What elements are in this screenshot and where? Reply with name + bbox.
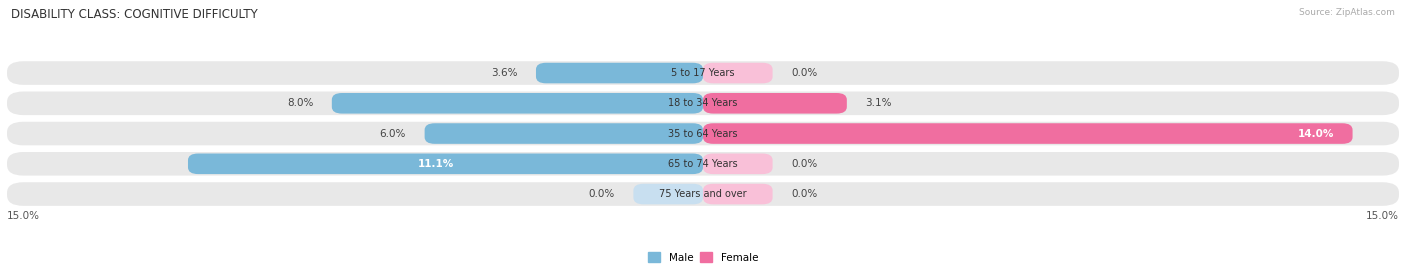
Text: 0.0%: 0.0%: [589, 189, 614, 199]
Text: 15.0%: 15.0%: [7, 211, 39, 221]
Legend: Male, Female: Male, Female: [648, 252, 758, 263]
Text: 3.6%: 3.6%: [491, 68, 517, 78]
FancyBboxPatch shape: [332, 93, 703, 114]
FancyBboxPatch shape: [7, 91, 1399, 115]
FancyBboxPatch shape: [703, 63, 773, 83]
FancyBboxPatch shape: [188, 154, 703, 174]
Text: 5 to 17 Years: 5 to 17 Years: [671, 68, 735, 78]
FancyBboxPatch shape: [7, 152, 1399, 176]
Text: 14.0%: 14.0%: [1298, 129, 1334, 139]
Text: 15.0%: 15.0%: [1367, 211, 1399, 221]
Text: 0.0%: 0.0%: [792, 159, 817, 169]
Text: 0.0%: 0.0%: [792, 189, 817, 199]
FancyBboxPatch shape: [633, 184, 703, 204]
FancyBboxPatch shape: [703, 184, 773, 204]
Text: 35 to 64 Years: 35 to 64 Years: [668, 129, 738, 139]
FancyBboxPatch shape: [703, 93, 846, 114]
FancyBboxPatch shape: [7, 182, 1399, 206]
Text: 0.0%: 0.0%: [792, 68, 817, 78]
Text: 18 to 34 Years: 18 to 34 Years: [668, 98, 738, 108]
FancyBboxPatch shape: [703, 123, 1353, 144]
FancyBboxPatch shape: [425, 123, 703, 144]
FancyBboxPatch shape: [703, 154, 773, 174]
Text: 75 Years and over: 75 Years and over: [659, 189, 747, 199]
Text: Source: ZipAtlas.com: Source: ZipAtlas.com: [1299, 8, 1395, 17]
Text: 11.1%: 11.1%: [418, 159, 454, 169]
Text: DISABILITY CLASS: COGNITIVE DIFFICULTY: DISABILITY CLASS: COGNITIVE DIFFICULTY: [11, 8, 257, 21]
FancyBboxPatch shape: [536, 63, 703, 83]
FancyBboxPatch shape: [7, 122, 1399, 145]
Text: 65 to 74 Years: 65 to 74 Years: [668, 159, 738, 169]
FancyBboxPatch shape: [7, 61, 1399, 85]
Text: 3.1%: 3.1%: [866, 98, 891, 108]
Text: 8.0%: 8.0%: [287, 98, 314, 108]
Text: 6.0%: 6.0%: [380, 129, 406, 139]
